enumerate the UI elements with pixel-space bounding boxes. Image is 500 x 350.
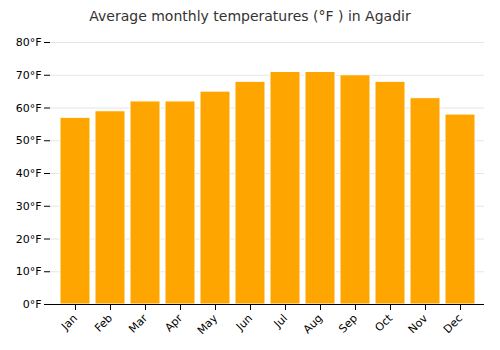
svg-text:50°F: 50°F	[16, 134, 42, 147]
svg-text:20°F: 20°F	[16, 233, 42, 246]
svg-text:Mar: Mar	[126, 311, 150, 335]
svg-text:Jan: Jan	[58, 312, 80, 334]
svg-text:May: May	[195, 311, 221, 337]
svg-text:Oct: Oct	[372, 311, 395, 334]
svg-text:60°F: 60°F	[16, 102, 42, 115]
svg-text:Jun: Jun	[233, 312, 255, 334]
svg-text:Apr: Apr	[162, 311, 185, 334]
svg-text:Feb: Feb	[92, 312, 115, 335]
svg-text:80°F: 80°F	[16, 36, 42, 49]
svg-text:Dec: Dec	[441, 312, 465, 336]
svg-text:70°F: 70°F	[16, 69, 42, 82]
svg-text:10°F: 10°F	[16, 265, 42, 278]
svg-text:0°F: 0°F	[23, 298, 42, 311]
svg-text:40°F: 40°F	[16, 167, 42, 180]
svg-text:Nov: Nov	[406, 311, 431, 336]
svg-text:30°F: 30°F	[16, 200, 42, 213]
svg-text:Jul: Jul	[271, 312, 290, 331]
svg-text:Aug: Aug	[301, 312, 325, 336]
svg-text:Sep: Sep	[336, 312, 360, 336]
html-text:Average monthly temperatures (: Average monthly temperatures (°F ) in Ag…	[89, 8, 411, 24]
